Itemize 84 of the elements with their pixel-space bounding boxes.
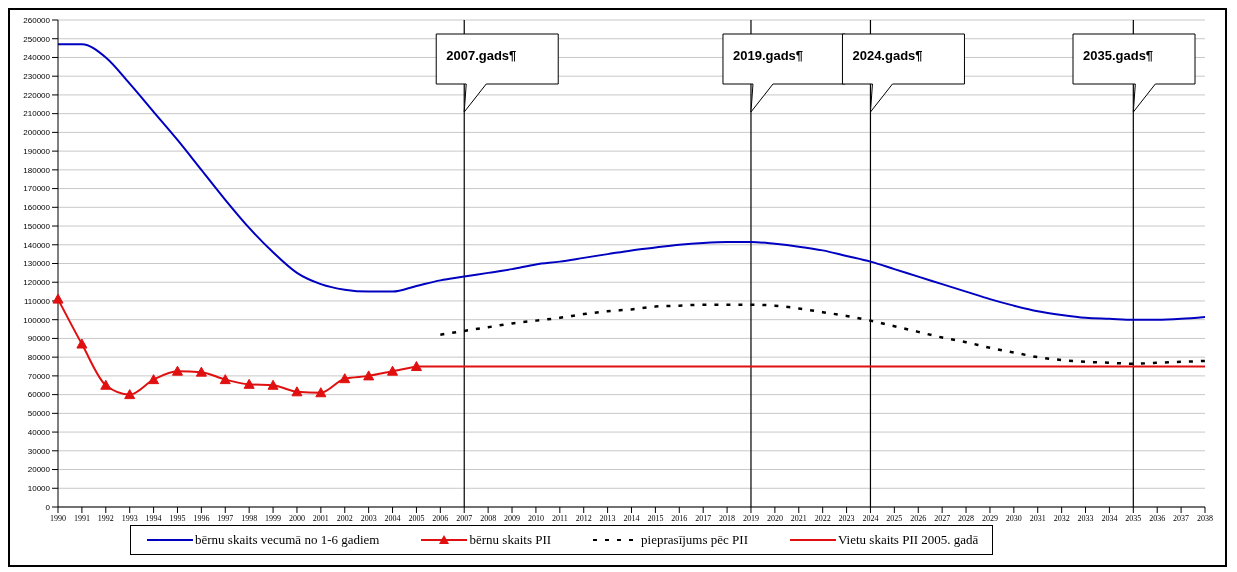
x-tick-label: 2007: [456, 513, 473, 523]
x-tick-label: 2015: [647, 513, 664, 523]
x-tick-label: 2006: [432, 513, 449, 523]
y-tick-label: 220000: [23, 90, 51, 100]
x-tick-label: 1995: [169, 513, 186, 523]
legend-label: bērnu skaits PII: [468, 532, 552, 548]
legend-label: bērnu skaits vecumā no 1-6 gadiem: [194, 532, 380, 548]
x-tick-label: 2011: [551, 513, 568, 523]
ref-line-label: 2035.gads¶: [1083, 48, 1154, 63]
x-tick-label: 1994: [145, 513, 162, 523]
x-tick-label: 2025: [886, 513, 903, 523]
y-tick-label: 210000: [23, 109, 51, 119]
x-tick-label: 2034: [1101, 513, 1118, 523]
x-tick-label: 1997: [217, 513, 234, 523]
x-tick-label: 2013: [599, 513, 616, 523]
x-tick-label: 1990: [50, 513, 66, 523]
ref-line-label: 2007.gads¶: [446, 48, 517, 63]
x-tick-label: 2028: [958, 513, 975, 523]
y-tick-label: 100000: [23, 315, 51, 325]
y-tick-label: 80000: [27, 352, 51, 362]
x-tick-label: 2009: [504, 513, 521, 523]
x-tick-label: 2005: [408, 513, 425, 523]
y-tick-label: 140000: [23, 240, 51, 250]
y-tick-label: 70000: [27, 371, 51, 381]
x-tick-label: 2010: [527, 513, 544, 523]
legend-label: pieprasījums pēc PII: [640, 532, 748, 548]
y-tick-label: 110000: [23, 296, 51, 306]
ref-line-label: 2024.gads¶: [852, 48, 923, 63]
x-tick-label: 2032: [1053, 513, 1070, 523]
x-tick-label: 2012: [575, 513, 592, 523]
legend-label: Vietu skaits PII 2005. gadā: [836, 532, 979, 548]
y-tick-label: 130000: [23, 259, 51, 269]
x-tick-label: 2014: [623, 513, 640, 523]
y-tick-label: 170000: [23, 184, 51, 194]
y-tick-label: 120000: [23, 278, 51, 288]
x-tick-label: 2003: [360, 513, 377, 523]
y-tick-label: 60000: [27, 390, 51, 400]
x-tick-label: 2002: [336, 513, 353, 523]
y-tick-label: 40000: [27, 427, 51, 437]
x-tick-label: 2019: [742, 513, 759, 523]
x-tick-label: 2035: [1125, 513, 1142, 523]
x-tick-label: 2038: [1197, 513, 1213, 523]
x-tick-label: 1996: [193, 513, 210, 523]
y-tick-label: 190000: [23, 146, 51, 156]
x-tick-label: 2000: [288, 513, 305, 523]
x-tick-label: 2037: [1173, 513, 1190, 523]
x-tick-label: 2022: [814, 513, 831, 523]
y-tick-label: 240000: [23, 53, 51, 63]
x-tick-label: 2020: [766, 513, 783, 523]
x-tick-label: 1993: [121, 513, 138, 523]
x-tick-label: 2026: [910, 513, 927, 523]
y-tick-label: 20000: [27, 465, 51, 475]
x-tick-label: 2023: [838, 513, 855, 523]
x-tick-label: 2036: [1149, 513, 1166, 523]
ref-line-label: 2019.gads¶: [732, 48, 804, 63]
y-tick-label: 230000: [23, 72, 51, 82]
y-tick-label: 0: [45, 502, 51, 512]
x-tick-label: 2004: [384, 513, 401, 523]
y-tick-label: 160000: [23, 203, 51, 213]
y-tick-label: 50000: [27, 409, 51, 419]
x-tick-label: 2031: [1029, 513, 1046, 523]
x-tick-label: 2001: [312, 513, 329, 523]
y-tick-label: 150000: [23, 221, 51, 231]
y-tick-label: 10000: [27, 484, 51, 494]
x-tick-label: 2029: [981, 513, 998, 523]
x-tick-label: 2024: [862, 513, 879, 523]
x-tick-label: 2017: [695, 513, 712, 523]
x-tick-label: 2027: [934, 513, 951, 523]
x-tick-label: 1991: [73, 513, 90, 523]
y-tick-label: 200000: [23, 128, 51, 138]
x-tick-label: 2021: [790, 513, 807, 523]
x-tick-label: 1998: [241, 513, 258, 523]
x-tick-label: 1992: [97, 513, 114, 523]
y-tick-label: 30000: [27, 446, 51, 456]
x-tick-label: 1999: [265, 513, 282, 523]
x-tick-label: 2033: [1077, 513, 1094, 523]
x-tick-label: 2016: [671, 513, 688, 523]
y-tick-label: 180000: [23, 165, 51, 175]
x-tick-label: 2008: [480, 513, 497, 523]
x-tick-label: 2018: [719, 513, 736, 523]
y-tick-label: 250000: [23, 34, 51, 44]
x-tick-label: 2030: [1005, 513, 1022, 523]
y-tick-label: 90000: [27, 334, 51, 344]
y-tick-label: 260000: [23, 15, 51, 25]
